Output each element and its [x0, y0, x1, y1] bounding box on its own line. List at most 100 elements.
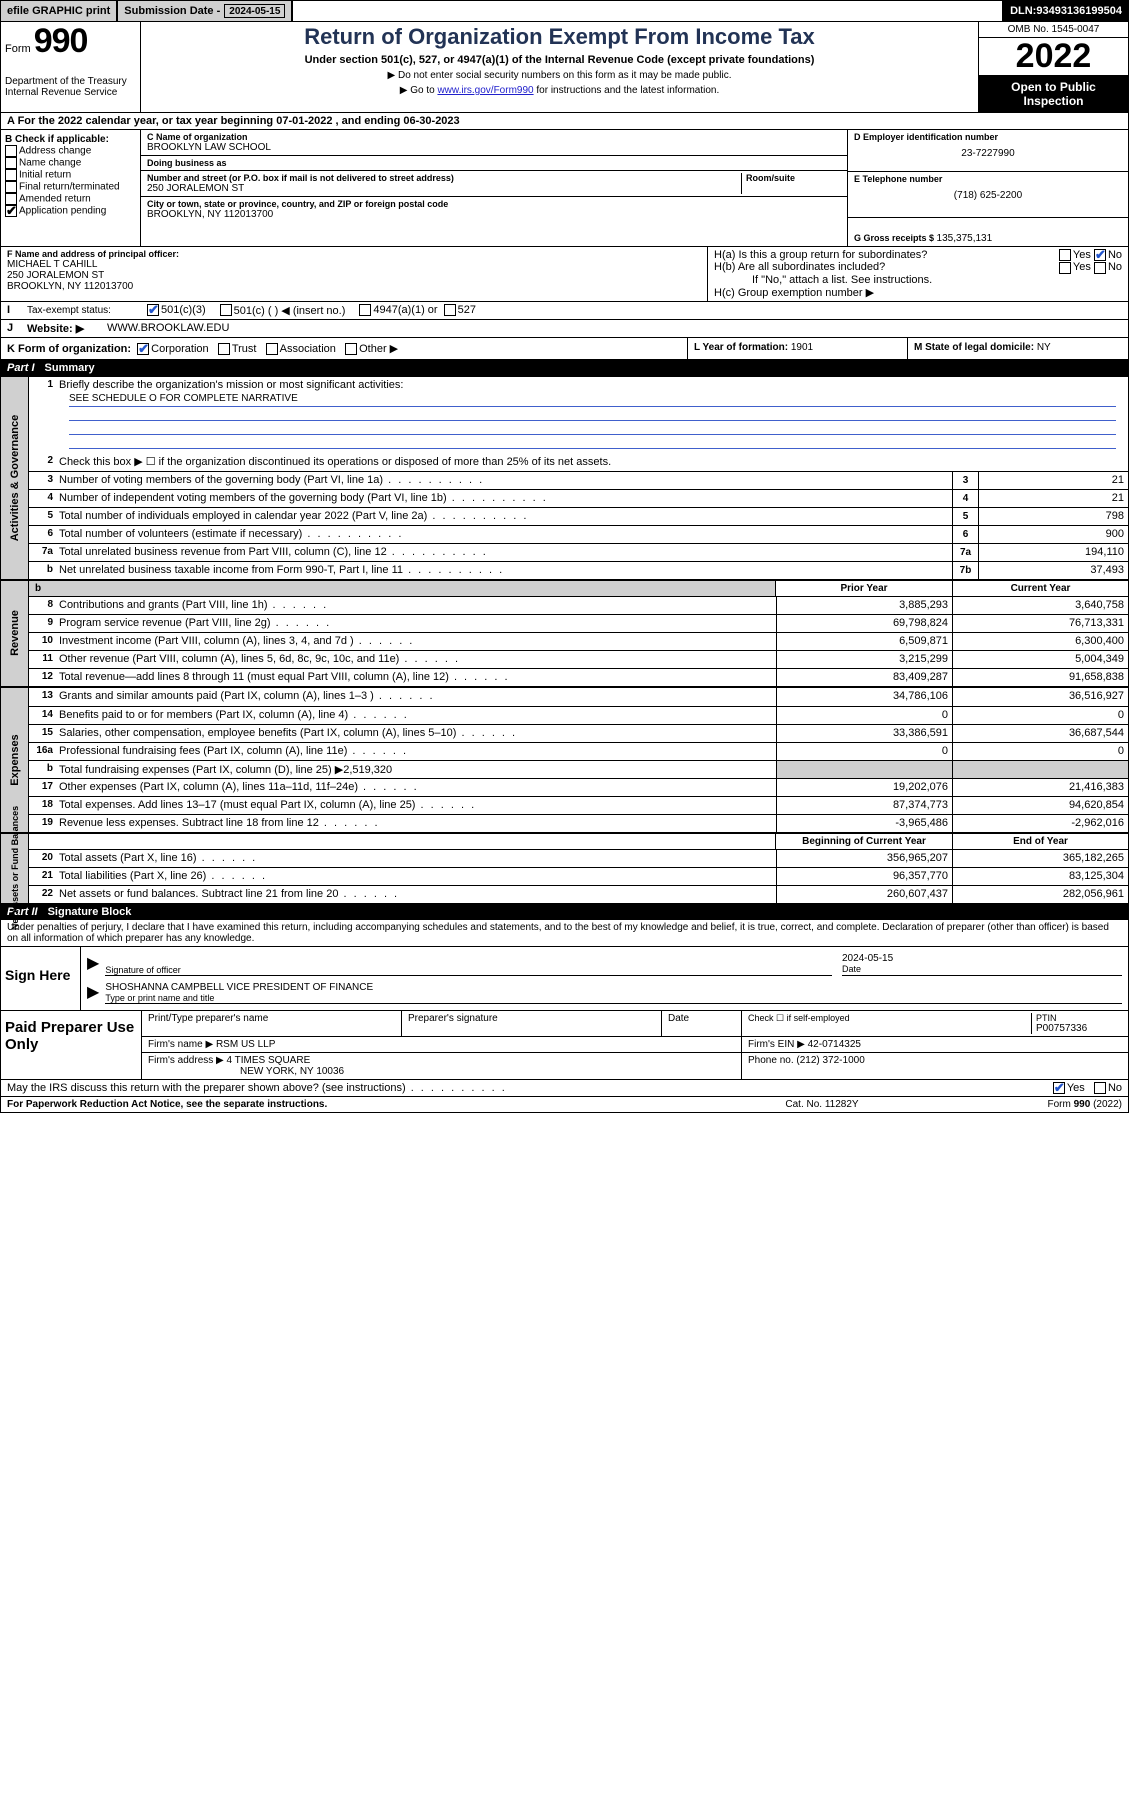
prior-value: 33,386,591: [776, 725, 952, 742]
curr-value: -2,962,016: [952, 815, 1128, 832]
firm-addr1: 4 TIMES SQUARE: [227, 1055, 311, 1066]
e-tel-lbl: E Telephone number: [854, 174, 1122, 184]
line2-text: Check this box ▶ ☐ if the organization d…: [57, 453, 1128, 471]
efile-label: efile GRAPHIC print: [7, 5, 110, 17]
officer-addr1: 250 JORALEMON ST: [7, 270, 701, 281]
irs-label: Internal Revenue Service: [5, 87, 136, 98]
f-lbl: F Name and address of principal officer:: [7, 249, 701, 259]
fundraising-exp: 2,519,320: [343, 764, 392, 776]
part-i-num: Part I: [7, 362, 35, 374]
revenue-section: Revenue b Prior Year Current Year 8Contr…: [1, 579, 1128, 686]
ptin-lbl: PTIN: [1036, 1013, 1122, 1023]
curr-value: 0: [952, 743, 1128, 760]
line-desc: Other expenses (Part IX, column (A), lin…: [57, 779, 776, 796]
prior-value: -3,965,486: [776, 815, 952, 832]
c-addr-lbl: Number and street (or P.O. box if mail i…: [147, 173, 741, 183]
pp-self-employed[interactable]: Check ☐ if self-employed: [748, 1013, 1032, 1034]
sign-here-label: Sign Here: [1, 947, 81, 1010]
firm-ein: 42-0714325: [808, 1039, 861, 1050]
row-i: I Tax-exempt status: 501(c)(3) 501(c) ( …: [1, 301, 1128, 319]
i-501c: 501(c) ( ) ◀ (insert no.): [234, 304, 346, 317]
vtab-netassets: Net Assets or Fund Balances: [1, 834, 29, 903]
b-opt-name[interactable]: Name change: [5, 157, 136, 169]
b-opt-address[interactable]: Address change: [5, 145, 136, 157]
line-box-num: 7a: [952, 544, 978, 561]
line-box-num: 3: [952, 472, 978, 489]
hb-answer[interactable]: Yes No: [1059, 261, 1122, 273]
cat-no: Cat. No. 11282Y: [722, 1099, 922, 1110]
part-ii-header: Part II Signature Block: [1, 903, 1128, 920]
line-desc: Net unrelated business taxable income fr…: [57, 562, 952, 579]
curr-value: 76,713,331: [952, 615, 1128, 632]
topbar-spacer: [292, 0, 1003, 22]
tax-year: 2022: [979, 38, 1128, 76]
part-ii-title: Signature Block: [48, 906, 132, 918]
summary-line: 17Other expenses (Part IX, column (A), l…: [29, 778, 1128, 796]
prior-value: 83,409,287: [776, 669, 952, 686]
sub2b-pre: ▶ Go to: [400, 85, 438, 96]
summary-line: 20Total assets (Part X, line 16)356,965,…: [29, 849, 1128, 867]
i-527: 527: [458, 304, 476, 316]
line-value: 900: [978, 526, 1128, 543]
org-city: BROOKLYN, NY 112013700: [147, 209, 841, 220]
line-desc: Total number of individuals employed in …: [57, 508, 952, 525]
grey-cell: [776, 761, 952, 778]
i-4947: 4947(a)(1) or: [373, 304, 437, 316]
line-desc: Total liabilities (Part X, line 26): [57, 868, 776, 885]
line1-lbl: Briefly describe the organization's miss…: [59, 379, 1126, 391]
b-opt-final[interactable]: Final return/terminated: [5, 181, 136, 193]
line-box-num: 7b: [952, 562, 978, 579]
form-number: 990: [34, 22, 88, 60]
b-opt-initial[interactable]: Initial return: [5, 169, 136, 181]
title-right: OMB No. 1545-0047 2022 Open to Public In…: [978, 22, 1128, 112]
paid-preparer: Paid Preparer Use Only Print/Type prepar…: [1, 1010, 1128, 1079]
d-ein-lbl: D Employer identification number: [854, 132, 1122, 142]
website-value: WWW.BROOKLAW.EDU: [107, 322, 229, 334]
form-title: Return of Organization Exempt From Incom…: [145, 24, 974, 50]
state-domicile: NY: [1037, 342, 1051, 353]
bcd-grid: B Check if applicable: Address change Na…: [1, 129, 1128, 246]
check-icon: [1053, 1082, 1065, 1094]
curr-value: 36,516,927: [952, 688, 1128, 706]
hdr-curr: Current Year: [952, 581, 1128, 596]
summary-line: 16aProfessional fundraising fees (Part I…: [29, 742, 1128, 760]
line-desc: Salaries, other compensation, employee b…: [57, 725, 776, 742]
irs-discuss-answer[interactable]: Yes No: [1053, 1082, 1122, 1094]
line-value: 798: [978, 508, 1128, 525]
expenses-section: Expenses 13Grants and similar amounts pa…: [1, 686, 1128, 832]
b-opt-pending[interactable]: Application pending: [5, 205, 136, 217]
ha-answer[interactable]: Yes No: [1059, 249, 1122, 261]
curr-value: 36,687,544: [952, 725, 1128, 742]
line-value: 21: [978, 472, 1128, 489]
b-opt-amended[interactable]: Amended return: [5, 193, 136, 205]
efile-print-cell[interactable]: efile GRAPHIC print: [0, 0, 117, 22]
curr-value: 365,182,265: [952, 850, 1128, 867]
pp-h3: Date: [662, 1011, 742, 1036]
dln-value: 93493136199504: [1036, 5, 1122, 17]
pp-h2: Preparer's signature: [402, 1011, 662, 1036]
gross-receipts: 135,375,131: [937, 233, 993, 244]
officer-name: MICHAEL T CAHILL: [7, 259, 701, 270]
footer: For Paperwork Reduction Act Notice, see …: [1, 1096, 1128, 1112]
dln-label: DLN:: [1010, 5, 1036, 17]
omb-number: OMB No. 1545-0047: [979, 22, 1128, 38]
irs-form990-link[interactable]: www.irs.gov/Form990: [437, 85, 533, 96]
year-formation: 1901: [791, 342, 813, 353]
check-icon[interactable]: [137, 343, 149, 355]
submission-date: 2024-05-15: [224, 4, 285, 18]
section-c: C Name of organization BROOKLYN LAW SCHO…: [141, 130, 848, 246]
summary-line: 21Total liabilities (Part X, line 26)96,…: [29, 867, 1128, 885]
check-icon[interactable]: [147, 304, 159, 316]
prior-value: 6,509,871: [776, 633, 952, 650]
prior-value: 0: [776, 707, 952, 724]
summary-line: 18Total expenses. Add lines 13–17 (must …: [29, 796, 1128, 814]
line-value: 194,110: [978, 544, 1128, 561]
triangle-icon: ▶: [87, 982, 105, 1004]
summary-line: bNet unrelated business taxable income f…: [29, 561, 1128, 579]
prior-value: 260,607,437: [776, 886, 952, 903]
vtab-activities: Activities & Governance: [1, 377, 29, 579]
row-a-end: 06-30-2023: [403, 115, 459, 127]
prior-value: 3,885,293: [776, 597, 952, 614]
part-i-header: Part I Summary: [1, 359, 1128, 376]
sig-officer-field[interactable]: Signature of officer: [105, 953, 832, 976]
